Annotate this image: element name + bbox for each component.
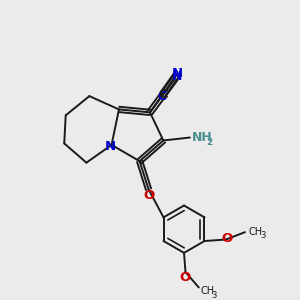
Text: 3: 3 [260, 232, 265, 241]
Text: CH: CH [249, 226, 263, 237]
Text: O: O [143, 189, 155, 202]
Text: 2: 2 [206, 138, 212, 147]
Text: CH: CH [200, 286, 214, 296]
Text: N: N [172, 67, 183, 80]
Text: C: C [158, 88, 168, 101]
Text: N: N [104, 140, 116, 153]
Text: C: C [158, 91, 167, 103]
Text: O: O [180, 271, 191, 284]
Text: 3: 3 [212, 291, 217, 300]
Text: N: N [171, 70, 182, 83]
Text: NH: NH [191, 131, 212, 144]
Text: O: O [221, 232, 233, 245]
